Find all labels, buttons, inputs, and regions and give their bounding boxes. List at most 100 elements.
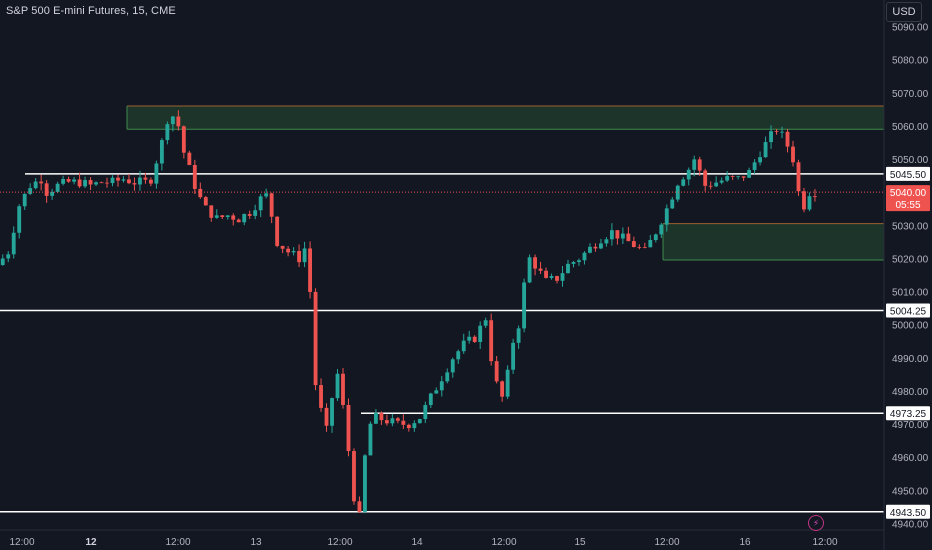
candle-body <box>275 216 280 246</box>
candle-body <box>247 214 252 216</box>
candle-body <box>467 336 472 341</box>
candle-body <box>758 157 762 163</box>
candle-body <box>813 196 817 198</box>
candle-body <box>55 183 60 192</box>
symbol-title: S&P 500 E-mini Futures, 15, CME <box>6 5 176 17</box>
time-tick-label: 16 <box>739 537 751 548</box>
candle-body <box>319 385 323 408</box>
candle-body <box>39 181 44 184</box>
candle-body <box>807 196 812 210</box>
candle-body <box>121 179 126 181</box>
candle-body <box>527 257 532 283</box>
candle-body <box>626 233 631 242</box>
time-tick-label: 12:00 <box>812 537 837 548</box>
price-tick-label: 5030.00 <box>892 221 929 232</box>
candle-body <box>88 180 93 185</box>
candle-body <box>225 215 230 218</box>
candle-body <box>741 176 746 178</box>
price-tick-label: 5010.00 <box>892 288 929 299</box>
candle-body <box>22 193 27 207</box>
candle-body <box>544 270 548 278</box>
candle-body <box>582 252 587 261</box>
price-tick-label: 5020.00 <box>892 254 929 265</box>
candle-body <box>335 373 340 399</box>
time-tick-label: 14 <box>411 537 423 548</box>
candle-body <box>214 215 219 218</box>
candle-body <box>615 230 620 239</box>
candle-body <box>472 336 477 342</box>
price-tick-label: 5090.00 <box>892 23 929 34</box>
candle-body <box>258 196 263 211</box>
candle-body <box>330 398 334 426</box>
candle-body <box>105 182 109 184</box>
candle-body <box>648 240 653 248</box>
candle-body <box>588 246 592 253</box>
candle-body <box>302 248 307 263</box>
candle-body <box>456 351 461 360</box>
candle-body <box>132 183 137 185</box>
candle-body <box>297 251 302 263</box>
candle-body <box>516 328 521 343</box>
level-price-tag-label: 5004.25 <box>890 307 927 318</box>
candle-body <box>785 131 790 147</box>
currency-button[interactable]: USD <box>886 2 922 22</box>
candle-body <box>143 177 148 180</box>
candle-body <box>308 248 312 292</box>
horizontal-levels <box>0 173 884 513</box>
candle-body <box>725 176 730 181</box>
candle-body <box>428 393 433 406</box>
candle-body <box>686 169 691 180</box>
candle-body <box>231 215 236 220</box>
candle-body <box>620 233 625 239</box>
candle-body <box>763 142 768 158</box>
candle-body <box>489 320 494 362</box>
candle-body <box>791 146 795 163</box>
candle-body <box>198 188 203 198</box>
lightning-icon[interactable]: ⚡ <box>808 515 824 531</box>
candle-body <box>478 325 483 342</box>
current-price-tag <box>886 185 930 212</box>
price-tick-label: 4960.00 <box>892 453 929 464</box>
candle-body <box>192 164 197 189</box>
candle-body <box>577 260 581 263</box>
candle-body <box>154 163 159 184</box>
candle-body <box>736 176 741 178</box>
candle-body <box>549 276 554 278</box>
candle-body <box>253 210 258 216</box>
candle-body <box>500 381 505 397</box>
candle-body <box>566 263 570 274</box>
current-price-label: 5040.00 <box>890 188 927 199</box>
candle-body <box>242 214 247 223</box>
candle-body <box>187 152 192 165</box>
candlestick-series <box>0 110 817 514</box>
time-axis[interactable]: 12:00 12 12:00 13 12:00 14 12:00 15 12:00 16 12:00 <box>9 537 837 548</box>
candle-body <box>412 423 417 429</box>
candle-body <box>752 162 757 171</box>
candle-body <box>352 451 356 502</box>
candle-body <box>675 185 680 200</box>
candle-body <box>33 181 38 189</box>
candle-body <box>390 418 395 424</box>
candle-body <box>631 241 636 248</box>
time-tick-label: 12:00 <box>654 537 679 548</box>
candle-body <box>99 182 104 184</box>
price-tick-label: 4970.00 <box>892 420 929 431</box>
candle-body <box>280 245 285 249</box>
price-tick-label: 5000.00 <box>892 321 929 332</box>
candle-body <box>697 159 702 171</box>
candle-body <box>406 424 411 429</box>
price-tick-label: 4950.00 <box>892 486 929 497</box>
level-price-tag <box>886 406 930 421</box>
candle-body <box>236 219 241 223</box>
candle-body <box>395 418 400 421</box>
candle-body <box>286 248 291 253</box>
candle-body <box>637 247 642 248</box>
candle-body <box>357 501 362 512</box>
candle-body <box>83 180 87 187</box>
candle-body <box>461 340 466 352</box>
candle-body <box>417 419 422 424</box>
candle-body <box>72 179 77 182</box>
price-tick-label: 5070.00 <box>892 89 929 100</box>
